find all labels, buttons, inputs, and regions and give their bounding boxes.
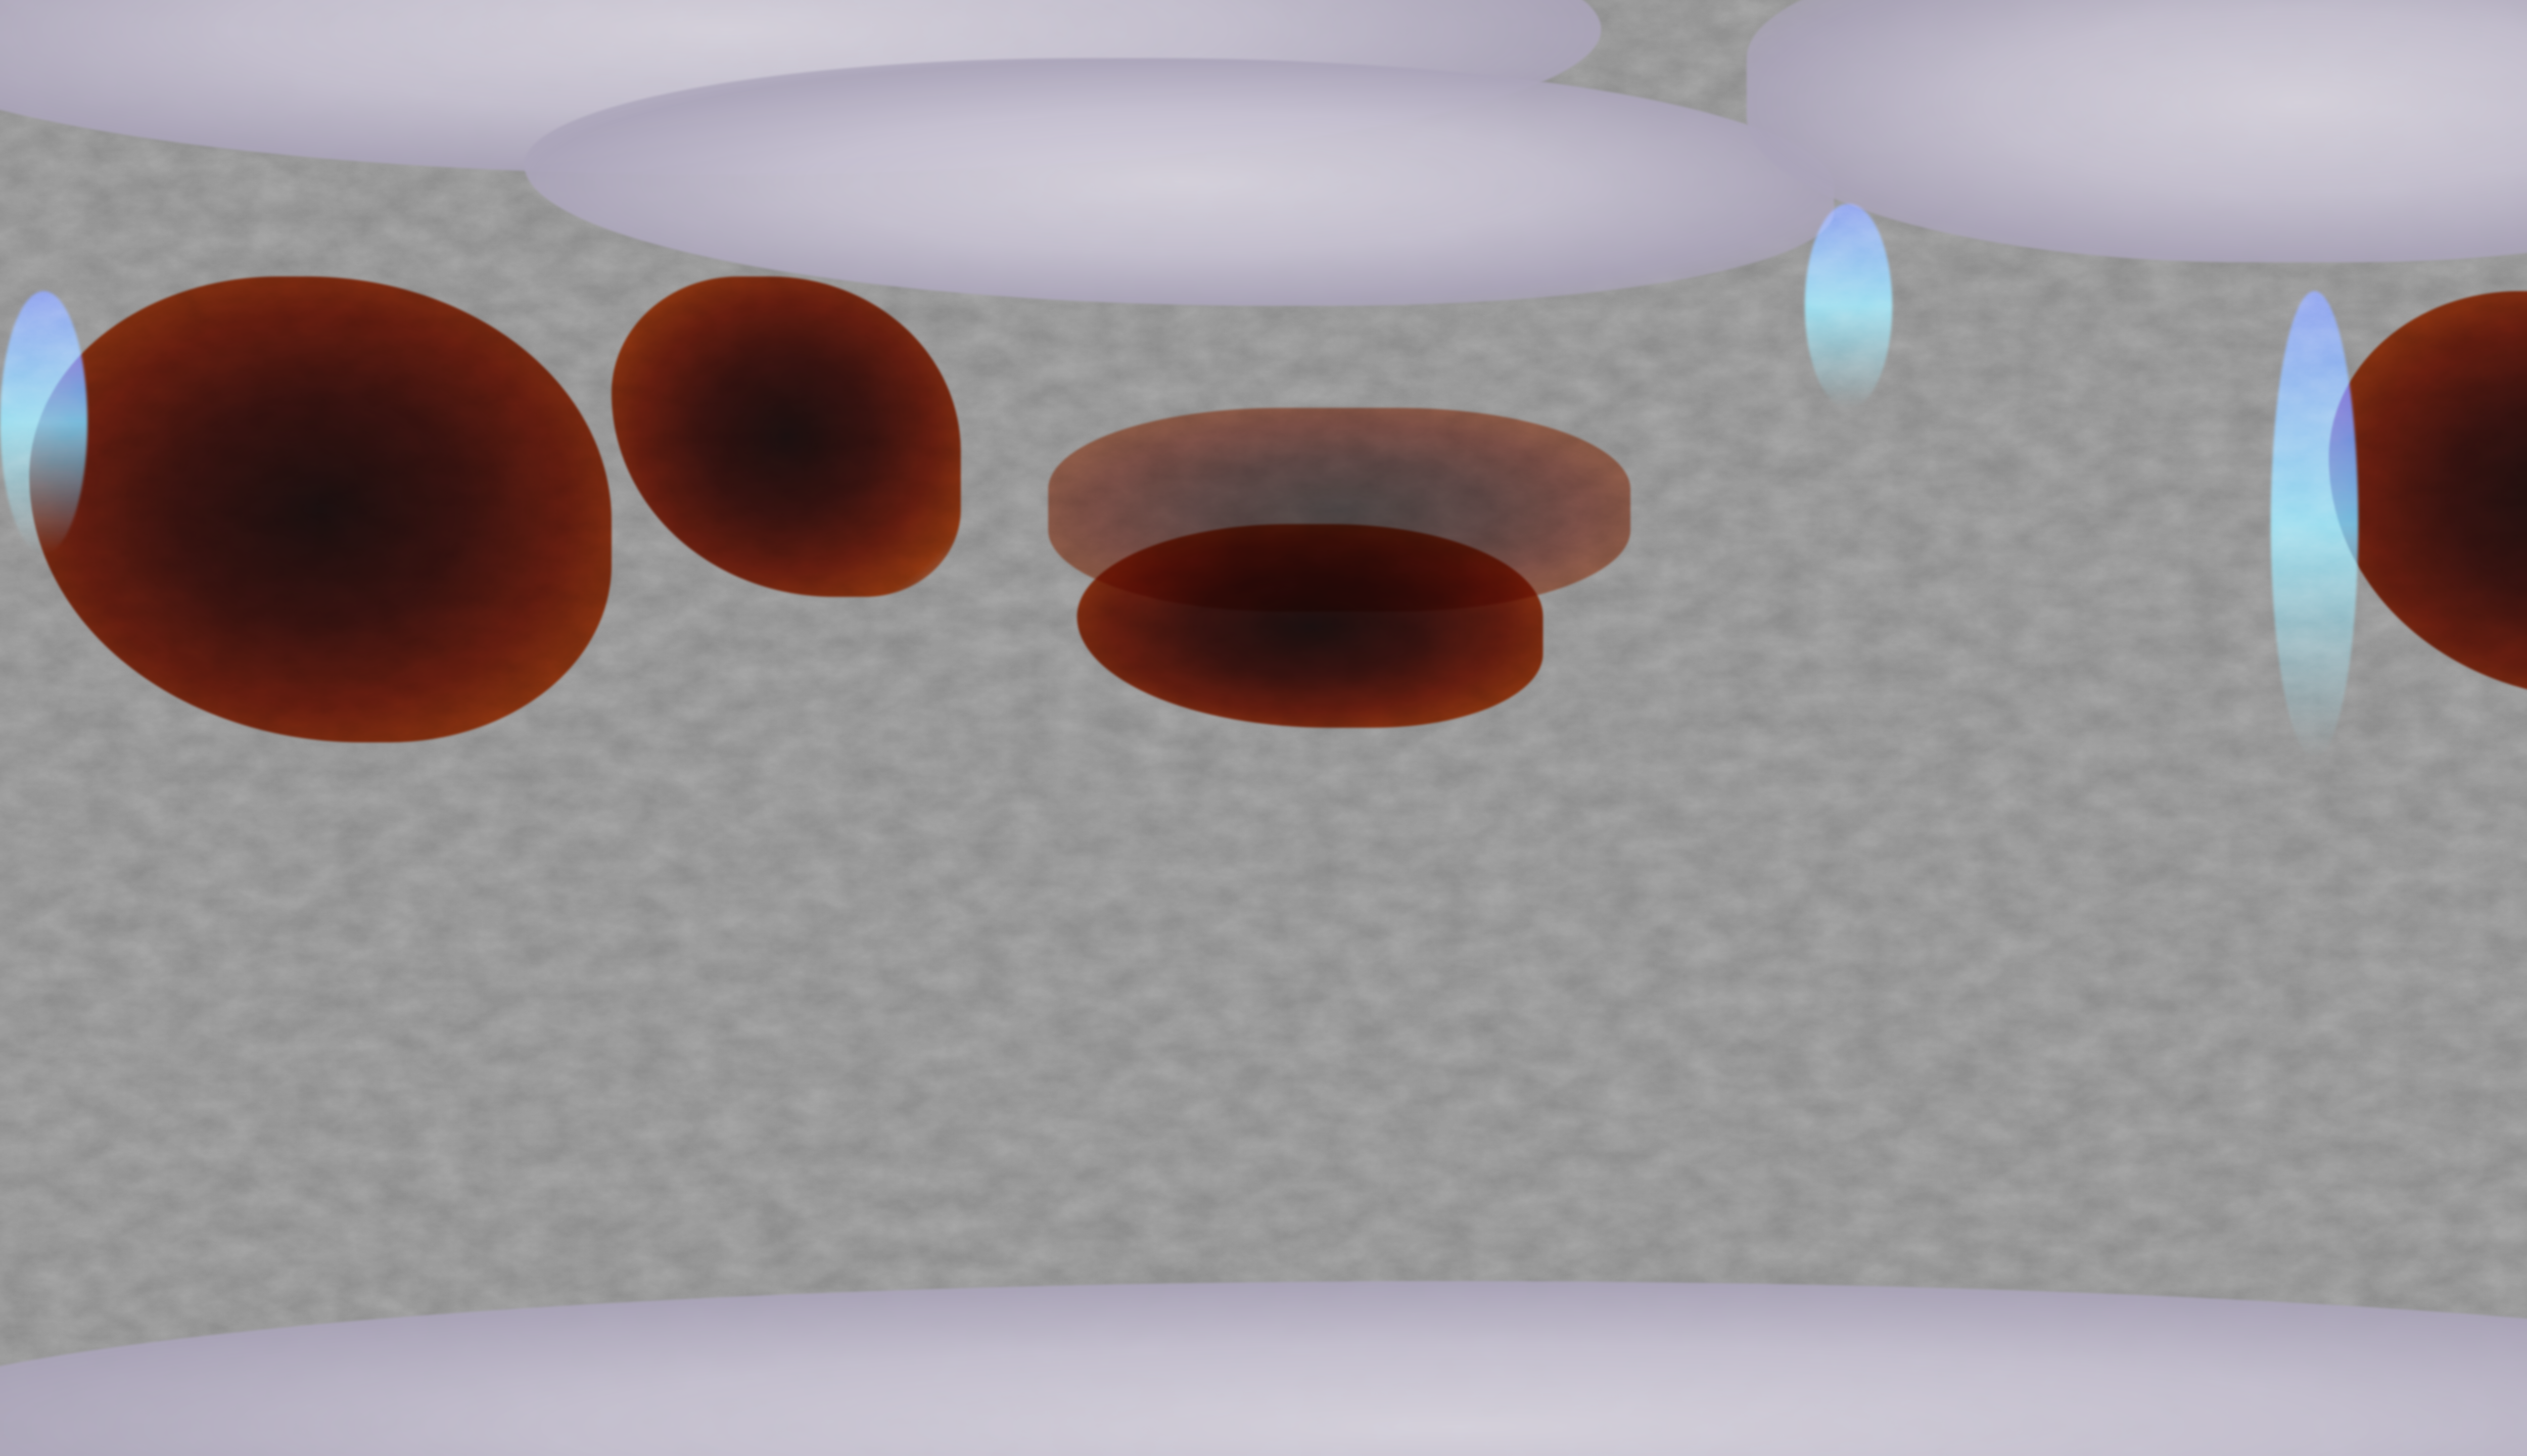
- global-temperature-visualization: [0, 0, 2527, 1456]
- california-current-stripe: [1805, 204, 1892, 407]
- humboldt-current-stripe: [2271, 291, 2358, 757]
- benguela-current-stripe: [0, 291, 87, 553]
